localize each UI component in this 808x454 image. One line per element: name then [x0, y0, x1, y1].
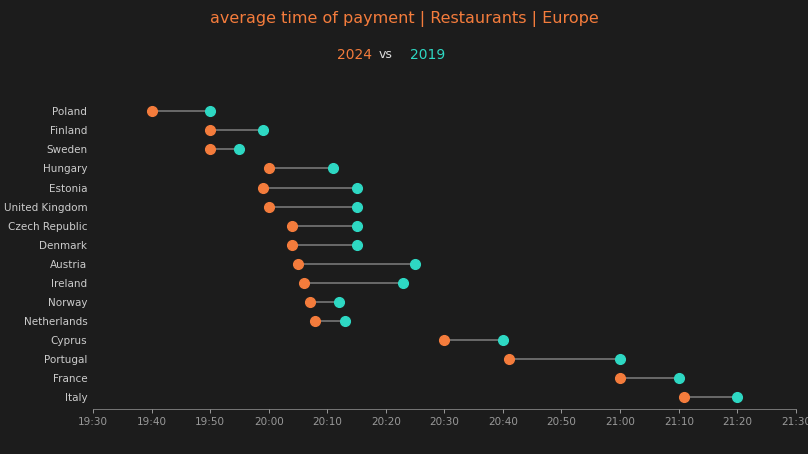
- Text: 2019: 2019: [410, 48, 446, 62]
- Text: vs: vs: [378, 48, 392, 61]
- Text: 2024: 2024: [338, 48, 372, 62]
- Text: average time of payment | Restaurants | Europe: average time of payment | Restaurants | …: [209, 11, 599, 27]
